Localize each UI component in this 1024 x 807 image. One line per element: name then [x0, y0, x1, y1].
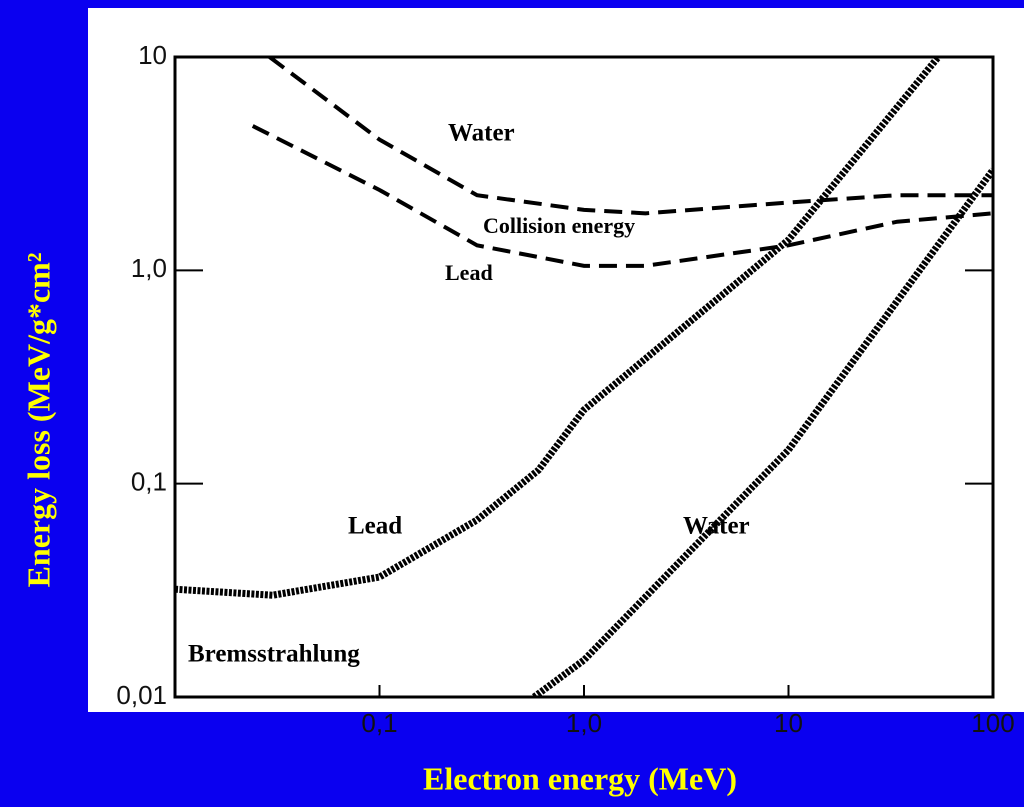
annotation: Water [683, 513, 750, 540]
series-line [268, 57, 993, 216]
x-tick-label: 100 [971, 708, 1014, 738]
y-tick-label: 0,01 [116, 680, 167, 710]
plot-panel [88, 8, 1024, 712]
y-tick-label: 1,0 [131, 253, 167, 283]
y-tick-label: 10 [138, 40, 167, 70]
x-tick-label: 10 [774, 708, 803, 738]
annotation: Water [448, 120, 515, 147]
y-axis-label: Energy loss (MeV/g*cm² [20, 253, 56, 588]
series-line [175, 57, 941, 599]
x-tick-label: 0,1 [361, 708, 397, 738]
series-line [251, 124, 993, 268]
series-line [531, 167, 993, 697]
annotation: Bremsstrahlung [188, 641, 360, 668]
y-tick-label: 0,1 [131, 467, 167, 497]
annotation: Lead [445, 260, 493, 285]
x-axis-label: Electron energy (MeV) [423, 760, 737, 796]
annotation: Collision energy [483, 213, 635, 238]
x-tick-label: 1,0 [566, 708, 602, 738]
annotation: Lead [348, 513, 402, 540]
